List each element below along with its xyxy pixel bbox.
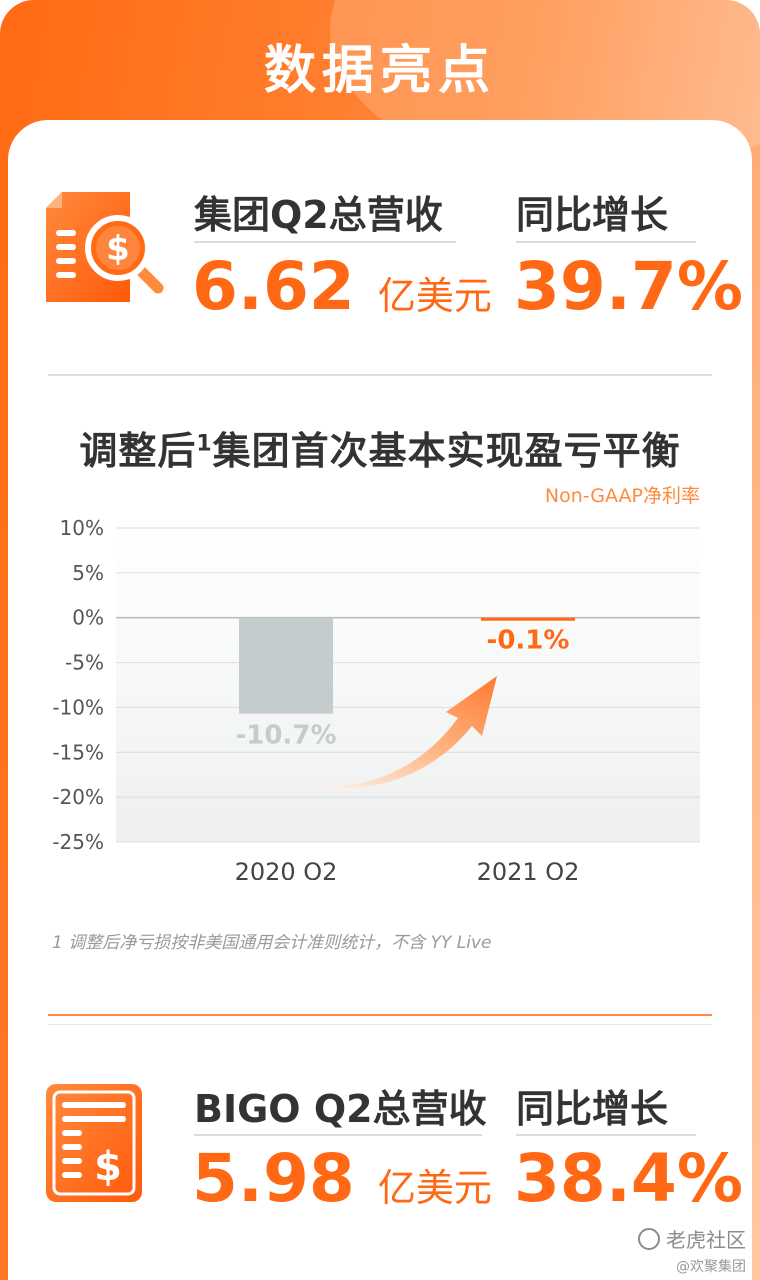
data-label: -0.1% [487, 626, 570, 656]
watermark-title: 老虎社区 [638, 1224, 746, 1253]
x-tick-label: 2020 Q2 [235, 858, 338, 880]
bigo-revenue-rule [194, 1134, 482, 1136]
series-label: Non-GAAP净利率 [545, 485, 700, 507]
y-tick-label: -10% [52, 695, 104, 719]
plot-background [116, 528, 700, 842]
group-growth-rule [516, 241, 696, 243]
y-tick-label: -15% [52, 740, 104, 764]
bigo-revenue-value: 5.98 亿美元 [192, 1140, 492, 1217]
svg-text:$: $ [106, 229, 130, 269]
group-revenue-unit: 亿美元 [377, 274, 492, 318]
footnote: 1 调整后净亏损按非美国通用会计准则统计，不含 YY Live [52, 933, 492, 953]
watermark-logo-icon [638, 1228, 660, 1250]
y-tick-label: -5% [65, 651, 104, 675]
bigo-growth-label: 同比增长 [516, 1087, 669, 1131]
x-tick-label: 2021 Q2 [477, 858, 580, 880]
bar-2020-q2 [239, 617, 333, 714]
data-label: -10.7% [236, 721, 337, 751]
y-tick-label: -20% [52, 785, 104, 809]
bigo-revenue-number: 5.98 [192, 1140, 355, 1217]
bigo-revenue-unit: 亿美元 [377, 1166, 492, 1210]
group-growth-label: 同比增长 [516, 193, 669, 237]
watermark-line1: 老虎社区 [666, 1228, 746, 1252]
group-revenue-number: 6.62 [192, 248, 355, 325]
y-tick-label: 10% [60, 516, 104, 540]
chart-title-footnote-mark: 1 [196, 431, 213, 457]
bigo-growth-value: 38.4% [514, 1140, 743, 1217]
bigo-growth-rule [516, 1134, 696, 1136]
page-title: 数据亮点 [263, 41, 496, 101]
grey-divider [48, 1024, 712, 1025]
chart-title-rest: 集团首次基本实现盈亏平衡 [212, 429, 681, 473]
receipt-dollar-icon: $ [46, 1084, 142, 1206]
watermark-handle: @欢聚集团 [676, 1259, 746, 1275]
y-tick-label: 0% [72, 606, 104, 630]
group-growth-value: 39.7% [514, 248, 743, 325]
y-tick-label: 5% [72, 561, 104, 585]
y-tick-label: -25% [52, 830, 104, 854]
net-margin-chart: Non-GAAP净利率 10% 5% 0% -5% -10% -15% -20% -25% -… [52, 485, 700, 880]
growth-arrow [286, 676, 497, 789]
chart-title-main: 调整后 [79, 429, 197, 473]
chart-title: 调整后1集团首次基本实现盈亏平衡 [0, 420, 760, 475]
bigo-revenue-label: BIGO Q2总营收 [194, 1087, 487, 1131]
group-revenue-rule [194, 241, 456, 243]
group-revenue-value: 6.62 亿美元 [192, 248, 492, 325]
orange-divider [48, 1014, 712, 1016]
bar-2021-q2 [481, 617, 575, 621]
document-dollar-search-icon: $ [46, 192, 168, 306]
section-divider [48, 374, 712, 376]
group-revenue-label: 集团Q2总营收 [194, 193, 443, 237]
svg-text:$: $ [94, 1144, 122, 1190]
